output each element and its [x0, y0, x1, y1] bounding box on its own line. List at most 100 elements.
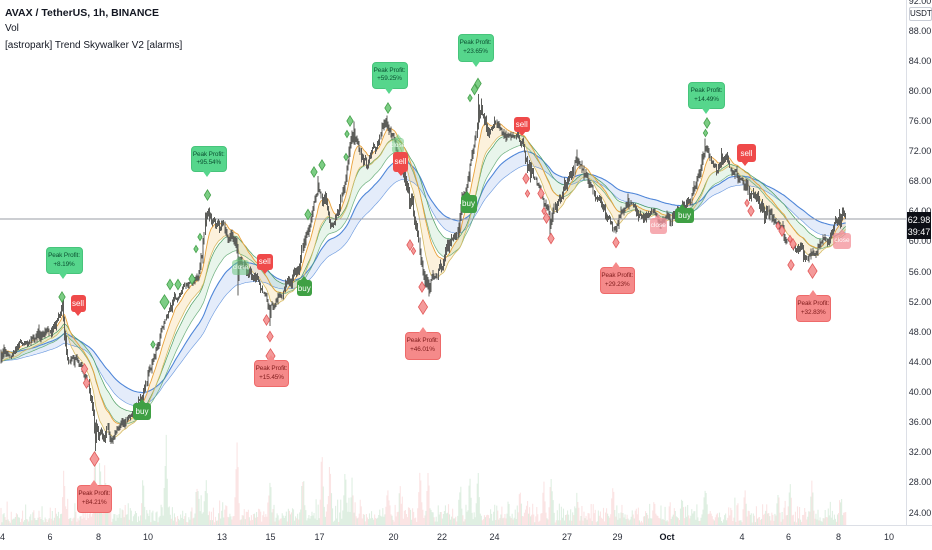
takeprofit-diamond[interactable]	[304, 208, 312, 221]
takeprofit-diamond[interactable]	[266, 330, 274, 343]
takeprofit-diamond[interactable]	[188, 273, 196, 285]
takeprofit-diamond[interactable]	[541, 206, 547, 216]
sell-label[interactable]: sell	[513, 117, 530, 136]
takeprofit-diamond[interactable]	[524, 189, 531, 198]
takeprofit-diamond[interactable]	[193, 244, 199, 254]
takeprofit-diamond[interactable]	[262, 314, 271, 326]
time-tick-label: 10	[883, 532, 895, 542]
takeprofit-diamond[interactable]	[787, 234, 793, 244]
takeprofit-diamond[interactable]	[82, 377, 91, 389]
peak-profit-callout[interactable]: Peak Profit: +23.65%	[457, 34, 494, 67]
peak-profit-callout[interactable]: Peak Profit: +8.19%	[45, 247, 83, 279]
signal-text: close	[650, 222, 666, 230]
takeprofit-diamond[interactable]	[343, 152, 349, 162]
takeprofit-diamond[interactable]	[807, 263, 818, 279]
price-tick-label: 40.00	[908, 387, 932, 397]
takeprofit-diamond[interactable]	[418, 281, 426, 293]
peak-profit-callout[interactable]: Peak Profit: +15.45%	[254, 355, 289, 387]
takeprofit-diamond[interactable]	[197, 232, 203, 242]
takeprofit-diamond[interactable]	[612, 236, 620, 249]
takeprofit-diamond[interactable]	[547, 232, 555, 245]
price-tick-label: 56.00	[908, 266, 932, 277]
sell-label[interactable]: sell	[737, 144, 756, 166]
takeprofit-diamond[interactable]	[522, 172, 530, 185]
takeprofit-diamond[interactable]	[344, 129, 350, 139]
takeprofit-diamond[interactable]	[744, 198, 750, 208]
takeprofit-diamond[interactable]	[384, 102, 392, 114]
buy-label[interactable]: buy	[675, 204, 694, 223]
symbol-title[interactable]: AVAX / TetherUS, 1h, BINANCE	[5, 7, 160, 19]
takeprofit-diamond[interactable]	[410, 246, 417, 256]
label-tail	[740, 161, 749, 166]
time-tick-label: 24	[489, 532, 500, 542]
peak-profit-callout[interactable]: Peak Profit: +95.54%	[191, 146, 227, 177]
callout-tail	[266, 355, 276, 362]
callout-title: Peak Profit:	[255, 365, 288, 372]
volume-study-label[interactable]: Vol	[5, 23, 19, 34]
takeprofit-diamond[interactable]	[406, 239, 414, 251]
label-tail	[393, 133, 402, 139]
callout-title: Peak Profit:	[690, 87, 723, 94]
takeprofit-diamond[interactable]	[470, 83, 479, 96]
buy-label[interactable]: buy	[460, 190, 477, 213]
takeprofit-diamond[interactable]	[747, 205, 755, 217]
takeprofit-diamond[interactable]	[787, 259, 795, 271]
takeprofit-diamond[interactable]	[58, 291, 66, 303]
price-tick-label: 72.00	[908, 146, 932, 157]
peak-profit-callout[interactable]: Peak Profit: +14.49%	[688, 82, 725, 114]
takeprofit-diamond[interactable]	[150, 340, 156, 349]
takeprofit-diamond[interactable]	[542, 212, 551, 224]
takeprofit-diamond[interactable]	[318, 159, 326, 171]
takeprofit-diamond[interactable]	[174, 278, 182, 291]
takeprofit-diamond[interactable]	[702, 128, 709, 138]
peak-profit-callout[interactable]: Peak Profit: +32.83%	[796, 290, 831, 322]
peak-profit-callout[interactable]: Peak Profit: +59.25%	[371, 61, 408, 94]
callout-title: Peak Profit:	[601, 272, 634, 279]
sell-label[interactable]: sell	[70, 295, 86, 316]
time-tick-label: 15	[265, 532, 276, 542]
volume-bars-up	[1, 434, 844, 525]
peak-profit-callout[interactable]: Peak Profit: +84.21%	[76, 480, 112, 513]
sell-label[interactable]: sell	[257, 253, 273, 274]
takeprofit-diamond[interactable]	[537, 187, 545, 200]
callout-tail	[701, 107, 711, 114]
signal-text: buy	[678, 211, 691, 220]
takeprofit-diamond[interactable]	[474, 77, 482, 90]
takeprofit-diamond[interactable]	[703, 117, 711, 129]
callout-value: +8.19%	[53, 260, 75, 268]
takeprofit-diamond[interactable]	[417, 299, 429, 315]
takeprofit-diamond[interactable]	[310, 166, 318, 178]
signal-text: buy	[135, 407, 149, 416]
takeprofit-diamond[interactable]	[89, 451, 100, 467]
signal-text: sell	[258, 257, 271, 266]
price-tick-label: 28.00	[908, 477, 932, 488]
close-short-label[interactable]: close	[833, 229, 851, 249]
takeprofit-diamond[interactable]	[346, 115, 354, 127]
takeprofit-diamond[interactable]	[778, 225, 786, 237]
close-short-label[interactable]: close	[649, 214, 667, 234]
signal-text: close	[232, 263, 249, 271]
peak-profit-callout[interactable]: Peak Profit: +46.01%	[404, 327, 441, 360]
label-tail	[517, 131, 526, 136]
price-axis[interactable]: USDT 92.00 88.00 84.00 80.00 76.00 72.00 68.00…	[906, 0, 932, 525]
takeprofit-diamond[interactable]	[159, 294, 170, 310]
takeprofit-diamond[interactable]	[789, 238, 797, 250]
callout-value: +29.23%	[604, 280, 630, 288]
peak-profit-callout[interactable]: Peak Profit: +29.23%	[599, 262, 635, 294]
takeprofit-diamond[interactable]	[80, 363, 89, 375]
sell-label[interactable]: sell	[393, 152, 408, 176]
buy-label[interactable]: buy	[133, 399, 151, 420]
close-long-label[interactable]: close	[390, 133, 405, 153]
takeprofit-diamond[interactable]	[467, 93, 473, 103]
volume-bars-down	[0, 442, 847, 525]
buy-label[interactable]: buy	[297, 276, 312, 296]
takeprofit-diamond[interactable]	[775, 221, 781, 231]
close-long-label[interactable]: close	[232, 255, 249, 275]
price-tick-label: 52.00	[908, 296, 932, 307]
takeprofit-diamond[interactable]	[203, 189, 212, 201]
indicator-study-label[interactable]: [astropark] Trend Skywalker V2 [alarms]	[5, 40, 183, 51]
time-axis[interactable]: 4 6 8 10 13 15 17 20 22 24 27 29 Oct 4 6 8 10	[0, 525, 932, 550]
time-tick-label: 4	[739, 532, 745, 542]
takeprofit-diamond[interactable]	[166, 278, 174, 291]
